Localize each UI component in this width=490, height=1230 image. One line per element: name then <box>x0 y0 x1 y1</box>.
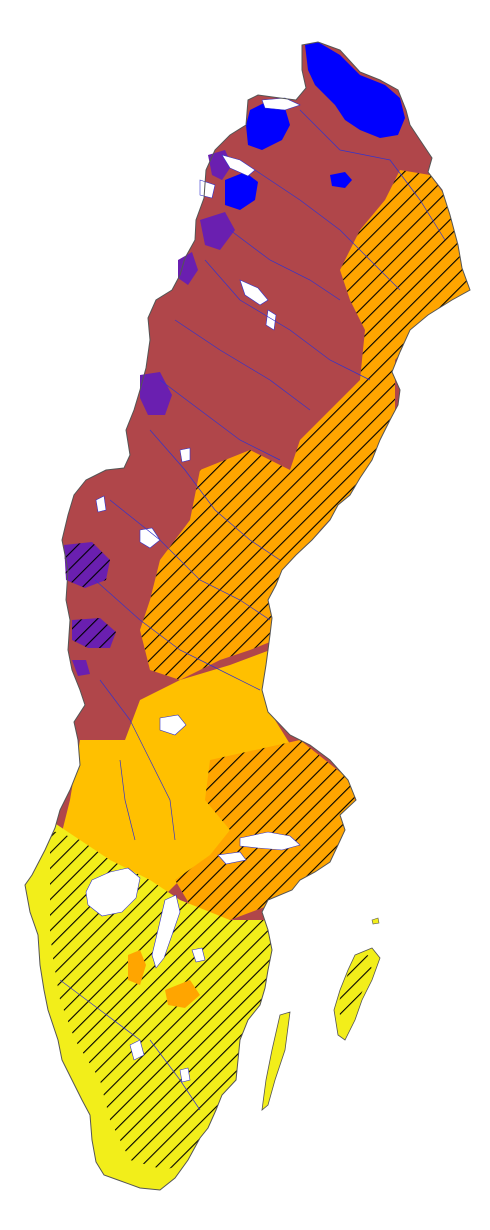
zone-orange-patch-1 <box>128 950 146 985</box>
river-7 <box>149 429 281 561</box>
hatch-gotland <box>338 955 372 1025</box>
mountain-zones <box>64 42 405 676</box>
lake-hjalmaren <box>217 851 247 865</box>
river-6 <box>159 379 281 461</box>
zone-blue-3 <box>225 172 258 210</box>
zone-blue-2 <box>246 100 290 150</box>
lake-north-2 <box>221 154 256 177</box>
lake-south-2 <box>179 1067 191 1083</box>
lake-north-5 <box>199 179 216 199</box>
river-12 <box>59 979 141 1041</box>
river-4 <box>204 259 371 381</box>
lake-siljan <box>159 714 187 736</box>
zone-purple-2 <box>200 212 235 250</box>
hatch-northeast <box>140 170 470 680</box>
river-8 <box>109 499 271 621</box>
hatch-purple-6 <box>72 618 116 648</box>
zone-amber <box>60 650 300 900</box>
zone-purple-7 <box>72 660 90 676</box>
lake-mid-2 <box>179 447 191 463</box>
lake-south-3 <box>191 947 206 963</box>
lake-north-3 <box>239 279 269 306</box>
island-small <box>371 917 380 925</box>
lake-storsjon <box>139 527 161 549</box>
zone-yellow-plain-sw <box>25 870 130 1190</box>
lake-north-4 <box>265 309 277 331</box>
lakes <box>85 97 301 1083</box>
lake-south-1 <box>129 1039 145 1061</box>
zone-blue-north <box>305 42 405 138</box>
lake-malaren <box>239 831 301 851</box>
river-10 <box>99 679 176 841</box>
zone-orange-patch-2 <box>165 980 200 1008</box>
lake-vattern <box>151 894 181 969</box>
river-2 <box>254 169 401 291</box>
lake-vanern <box>85 867 141 917</box>
zone-blue-spot <box>330 172 352 188</box>
river-5 <box>174 319 311 411</box>
island-oland <box>261 1011 291 1111</box>
rivers <box>59 109 446 1111</box>
sweden-outline <box>24 41 471 1191</box>
river-11 <box>119 759 136 841</box>
lake-mid-1 <box>95 495 107 513</box>
hatch-purple-5 <box>64 542 110 588</box>
river-3 <box>229 229 341 301</box>
river-1 <box>299 109 446 241</box>
zone-purple-3 <box>178 252 198 285</box>
river-9 <box>94 579 261 691</box>
river-13 <box>149 1039 201 1111</box>
